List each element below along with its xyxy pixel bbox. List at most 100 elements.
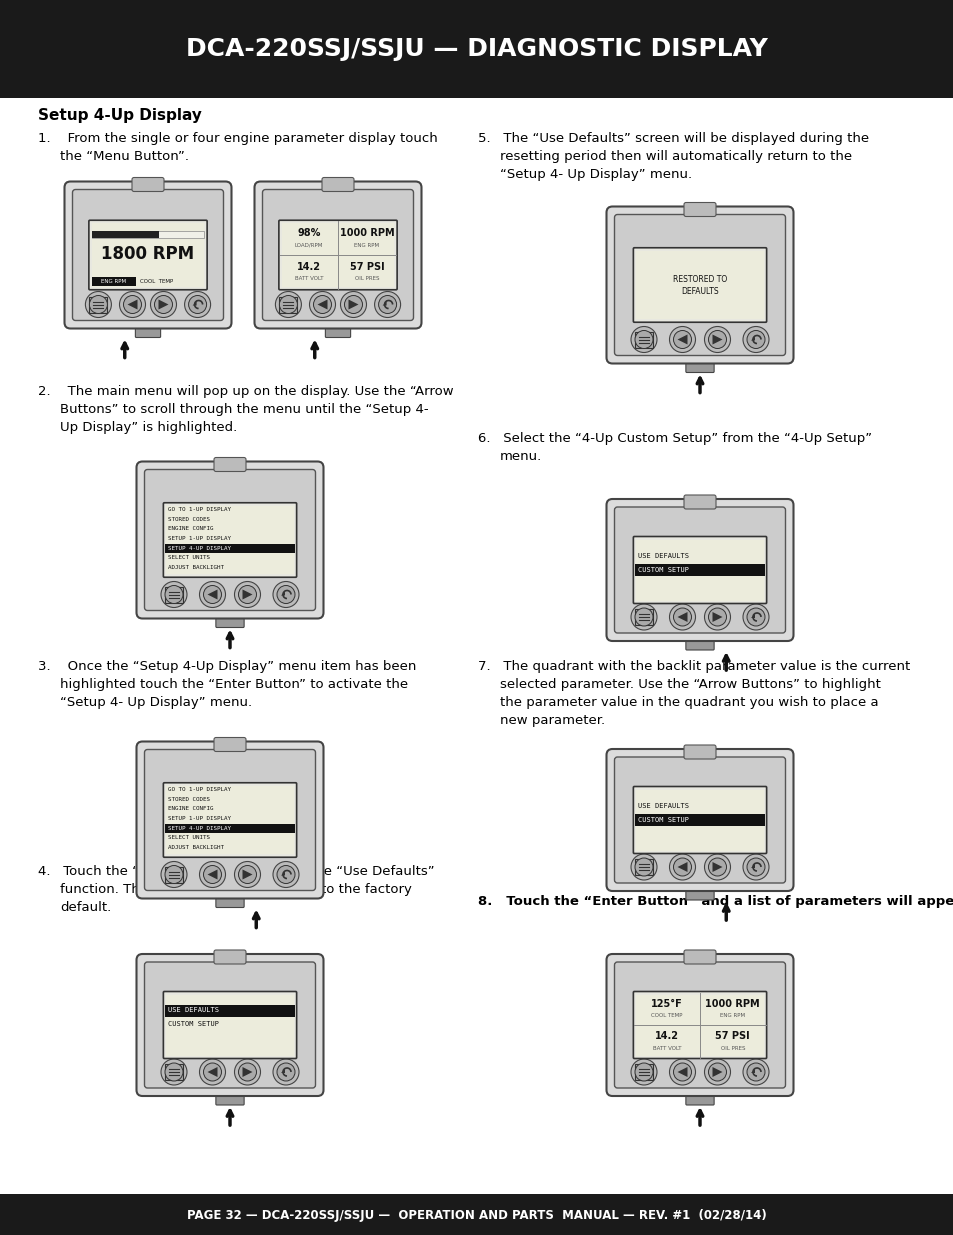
Circle shape xyxy=(742,604,768,630)
Circle shape xyxy=(673,1063,691,1081)
Text: GO TO 1-UP DISPLAY: GO TO 1-UP DISPLAY xyxy=(168,508,232,513)
FancyBboxPatch shape xyxy=(633,787,766,853)
FancyBboxPatch shape xyxy=(633,536,766,604)
FancyBboxPatch shape xyxy=(144,962,315,1088)
Text: STORED CODES: STORED CODES xyxy=(168,516,211,521)
Text: menu.: menu. xyxy=(499,450,541,463)
Bar xyxy=(165,545,294,552)
Circle shape xyxy=(273,862,298,888)
Circle shape xyxy=(203,866,221,883)
Polygon shape xyxy=(712,1067,721,1077)
Text: 1000 RPM: 1000 RPM xyxy=(339,228,394,238)
Text: ENG RPM: ENG RPM xyxy=(720,1013,744,1018)
Circle shape xyxy=(746,858,764,876)
Text: GO TO 1-UP DISPLAY: GO TO 1-UP DISPLAY xyxy=(168,787,232,792)
FancyBboxPatch shape xyxy=(683,495,716,509)
Text: ENG RPM: ENG RPM xyxy=(355,242,379,248)
Text: 57 PSI: 57 PSI xyxy=(350,262,384,272)
Circle shape xyxy=(189,295,207,314)
FancyBboxPatch shape xyxy=(683,745,716,760)
Circle shape xyxy=(673,608,691,626)
Circle shape xyxy=(161,862,187,888)
Text: Buttons” to scroll through the menu until the “Setup 4-: Buttons” to scroll through the menu unti… xyxy=(60,403,428,416)
Bar xyxy=(90,296,108,312)
Circle shape xyxy=(708,331,726,348)
Polygon shape xyxy=(242,589,253,599)
Text: Setup 4-Up Display: Setup 4-Up Display xyxy=(38,107,202,124)
Circle shape xyxy=(378,295,396,314)
Circle shape xyxy=(635,608,652,626)
Polygon shape xyxy=(281,1070,285,1073)
Text: 6.   Select the “4-Up Custom Setup” from the “4-Up Setup”: 6. Select the “4-Up Custom Setup” from t… xyxy=(477,432,871,445)
Circle shape xyxy=(635,331,652,348)
FancyBboxPatch shape xyxy=(685,1089,714,1105)
Text: new parameter.: new parameter. xyxy=(499,714,604,727)
Polygon shape xyxy=(382,301,386,305)
Text: STORED CODES: STORED CODES xyxy=(168,797,211,802)
Circle shape xyxy=(314,295,331,314)
FancyBboxPatch shape xyxy=(614,215,784,356)
Text: SELECT UNITS: SELECT UNITS xyxy=(168,835,211,840)
Circle shape xyxy=(630,1058,657,1086)
Bar xyxy=(635,609,652,625)
Circle shape xyxy=(708,608,726,626)
Text: USE DEFAULTS: USE DEFAULTS xyxy=(638,803,689,809)
Polygon shape xyxy=(208,589,217,599)
Text: OIL PRES: OIL PRES xyxy=(355,277,379,282)
FancyBboxPatch shape xyxy=(135,321,160,337)
Circle shape xyxy=(669,326,695,352)
Bar xyxy=(166,506,294,574)
FancyBboxPatch shape xyxy=(144,469,315,610)
FancyBboxPatch shape xyxy=(213,457,246,472)
FancyBboxPatch shape xyxy=(606,206,793,363)
Text: 3.    Once the “Setup 4-Up Display” menu item has been: 3. Once the “Setup 4-Up Display” menu it… xyxy=(38,659,416,673)
Text: resetting period then will automatically return to the: resetting period then will automatically… xyxy=(499,149,851,163)
Polygon shape xyxy=(348,300,358,310)
Polygon shape xyxy=(750,336,754,341)
Circle shape xyxy=(309,291,335,317)
FancyBboxPatch shape xyxy=(685,357,714,373)
Circle shape xyxy=(708,1063,726,1081)
Circle shape xyxy=(669,604,695,630)
Bar xyxy=(636,994,762,1056)
Polygon shape xyxy=(677,1067,687,1077)
Text: SETUP 4-UP DISPLAY: SETUP 4-UP DISPLAY xyxy=(168,826,232,831)
Polygon shape xyxy=(158,300,169,310)
Circle shape xyxy=(673,331,691,348)
Text: Up Display” is highlighted.: Up Display” is highlighted. xyxy=(60,421,237,433)
Circle shape xyxy=(234,1058,260,1086)
Text: the parameter value in the quadrant you wish to place a: the parameter value in the quadrant you … xyxy=(499,697,878,709)
FancyBboxPatch shape xyxy=(215,611,244,627)
Polygon shape xyxy=(281,592,285,595)
Text: 1.    From the single or four engine parameter display touch: 1. From the single or four engine parame… xyxy=(38,132,437,144)
Polygon shape xyxy=(208,869,217,879)
Bar xyxy=(635,563,763,576)
FancyBboxPatch shape xyxy=(136,462,323,619)
FancyBboxPatch shape xyxy=(325,321,351,337)
Circle shape xyxy=(340,291,366,317)
Text: RESTORED TO: RESTORED TO xyxy=(672,274,726,284)
FancyBboxPatch shape xyxy=(262,189,413,321)
Circle shape xyxy=(238,585,256,604)
Polygon shape xyxy=(242,1067,253,1077)
FancyBboxPatch shape xyxy=(213,950,246,965)
Text: 4.   Touch the “Enter Button” to activate the “Use Defaults”: 4. Touch the “Enter Button” to activate … xyxy=(38,864,435,878)
Text: LOAD/RPM: LOAD/RPM xyxy=(294,242,323,248)
Text: ENGINE CONFIG: ENGINE CONFIG xyxy=(168,526,213,531)
Text: 14.2: 14.2 xyxy=(655,1031,679,1041)
Text: “Setup 4- Up Display” menu.: “Setup 4- Up Display” menu. xyxy=(60,697,252,709)
Text: ADJUST BACKLIGHT: ADJUST BACKLIGHT xyxy=(168,566,224,571)
Text: ADJUST BACKLIGHT: ADJUST BACKLIGHT xyxy=(168,845,224,850)
Circle shape xyxy=(203,585,221,604)
Bar xyxy=(91,224,204,287)
Circle shape xyxy=(185,291,211,317)
Circle shape xyxy=(203,1063,221,1081)
FancyBboxPatch shape xyxy=(683,950,716,965)
Text: BATT VOLT: BATT VOLT xyxy=(652,1046,680,1051)
FancyBboxPatch shape xyxy=(132,178,164,191)
Bar xyxy=(166,994,294,1056)
Bar xyxy=(91,277,136,285)
Circle shape xyxy=(119,291,146,317)
Circle shape xyxy=(273,1058,298,1086)
FancyBboxPatch shape xyxy=(606,499,793,641)
